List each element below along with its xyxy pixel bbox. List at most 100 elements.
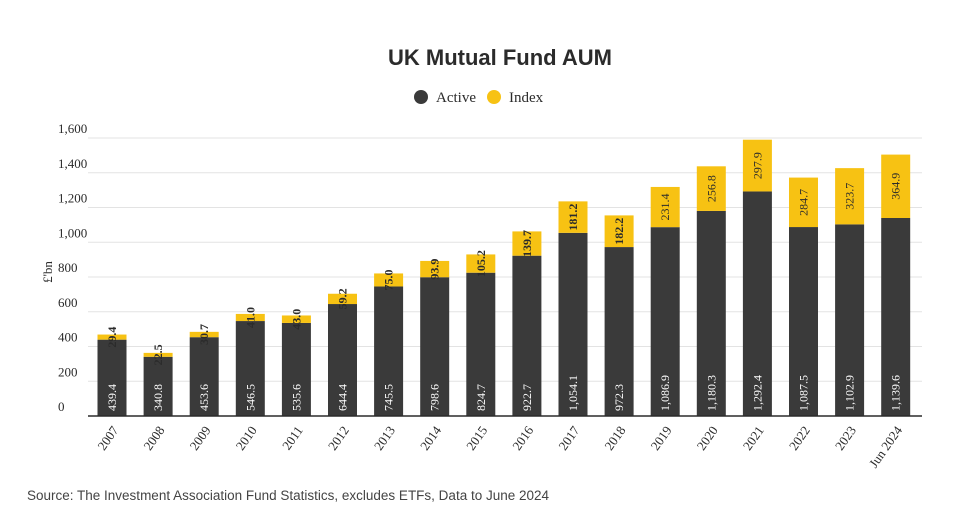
x-tick-label: 2011	[279, 423, 306, 453]
bar-index	[281, 315, 311, 323]
data-label-index: 256.8	[704, 175, 718, 202]
x-axis-ticks: 2007 2008 2009 2010 2011 2012 2013 2014 2015 2016…	[94, 423, 905, 471]
bar-index	[696, 166, 726, 211]
data-label-active: 1,292.4	[750, 375, 764, 411]
data-label-active: 1,054.1	[566, 375, 580, 411]
data-label-index: 364.9	[889, 173, 903, 200]
bar-active	[742, 191, 772, 416]
y-tick-label: 1,600	[58, 121, 87, 136]
bar-active	[374, 286, 404, 416]
data-label-index: 284.7	[797, 189, 811, 216]
data-label-index: 41.0	[243, 307, 257, 328]
data-label-active: 1,102.9	[843, 375, 857, 411]
x-tick-label: 2017	[555, 423, 582, 453]
bar-index	[789, 177, 818, 228]
bar-active	[835, 224, 865, 416]
data-label-index: 22.5	[151, 344, 165, 365]
legend-swatch-active	[414, 90, 428, 104]
y-tick-label: 400	[58, 330, 78, 345]
data-label-index: 297.9	[750, 152, 764, 179]
data-label-index: 231.4	[658, 194, 672, 221]
data-label-index: 75.0	[382, 269, 396, 290]
x-tick-label: 2023	[832, 423, 859, 453]
data-label-active: 535.6	[289, 384, 303, 411]
x-tick-label: 2008	[140, 423, 167, 453]
bar-index	[512, 231, 542, 256]
bar-index	[420, 260, 450, 278]
data-label-index: 182.2	[612, 218, 626, 245]
chart-title: UK Mutual Fund AUM	[388, 45, 612, 70]
y-axis-label: £'bn	[40, 261, 55, 283]
bar-active	[143, 356, 173, 416]
bar-active	[558, 232, 588, 416]
legend-swatch-index	[487, 90, 501, 104]
data-label-index: 139.7	[520, 230, 534, 257]
data-label-index: 30.7	[197, 324, 211, 345]
legend-label-active: Active	[436, 90, 476, 106]
data-label-active: 745.5	[382, 384, 396, 411]
y-tick-label: 1,200	[58, 191, 87, 206]
data-label-active: 439.4	[105, 384, 119, 411]
bar-active	[696, 210, 726, 416]
x-tick-label: 2015	[463, 423, 490, 453]
x-tick-label: 2009	[186, 423, 213, 453]
data-label-active: 340.8	[151, 384, 165, 411]
gridlines	[88, 137, 922, 382]
y-tick-label: 1,400	[58, 156, 87, 171]
x-tick-label: 2014	[417, 423, 444, 453]
x-tick-label: 2022	[786, 423, 813, 453]
bar-index	[742, 139, 772, 192]
y-tick-label: 200	[58, 364, 78, 379]
data-label-active: 644.4	[336, 384, 350, 411]
bar-active	[789, 227, 818, 416]
bar-active	[604, 247, 634, 416]
bar-index	[466, 254, 496, 273]
legend-label-index: Index	[509, 90, 544, 106]
x-tick-label: Jun 2024	[866, 423, 906, 471]
x-tick-label: 2012	[325, 423, 352, 453]
bar-active	[466, 272, 496, 416]
bar-active	[881, 217, 911, 416]
data-label-index: 43.0	[289, 309, 303, 330]
bar-index	[328, 293, 357, 305]
bar-index	[881, 154, 911, 218]
y-axis-ticks: 0 200 400 600 800 1,000 1,200 1,400 1,600	[58, 121, 87, 414]
data-label-active: 1,180.3	[704, 375, 718, 411]
data-label-active: 798.6	[428, 384, 442, 411]
data-label-active: 546.5	[243, 384, 257, 411]
data-labels: 439.4 29.4 340.8 22.5 453.6 30.7 546.5 41.0 535.…	[105, 152, 903, 411]
bars	[97, 139, 911, 416]
y-tick-label: 600	[58, 295, 78, 310]
data-label-index: 323.7	[843, 183, 857, 210]
y-tick-label: 800	[58, 260, 78, 275]
data-label-active: 824.7	[474, 384, 488, 411]
x-tick-label: 2020	[694, 423, 721, 453]
bar-index	[650, 186, 680, 228]
data-label-active: 1,139.6	[889, 375, 903, 411]
bar-index	[374, 273, 404, 287]
data-label-index: 29.4	[105, 327, 119, 348]
x-tick-label: 2018	[601, 423, 628, 453]
y-tick-label: 1,000	[58, 225, 87, 240]
data-label-active: 1,086.9	[658, 375, 672, 411]
y-tick-label: 0	[58, 399, 65, 414]
bar-active	[650, 227, 680, 416]
source-note: Source: The Investment Association Fund …	[27, 488, 550, 503]
x-tick-label: 2021	[740, 423, 767, 453]
data-label-index: 59.2	[336, 288, 350, 309]
bar-active	[189, 337, 219, 416]
data-label-active: 453.6	[197, 384, 211, 411]
x-tick-label: 2013	[371, 423, 398, 453]
bar-index	[604, 215, 634, 248]
bar-active	[235, 321, 265, 416]
bar-index	[189, 331, 219, 338]
bar-active	[512, 255, 542, 416]
data-label-active: 972.3	[612, 384, 626, 411]
bar-index	[143, 352, 173, 357]
data-label-index: 93.9	[428, 259, 442, 280]
bar-active	[97, 339, 127, 416]
x-tick-label: 2019	[647, 423, 674, 453]
bar-index	[835, 168, 865, 225]
data-label-active: 1,087.5	[797, 375, 811, 411]
bar-index	[97, 334, 127, 340]
